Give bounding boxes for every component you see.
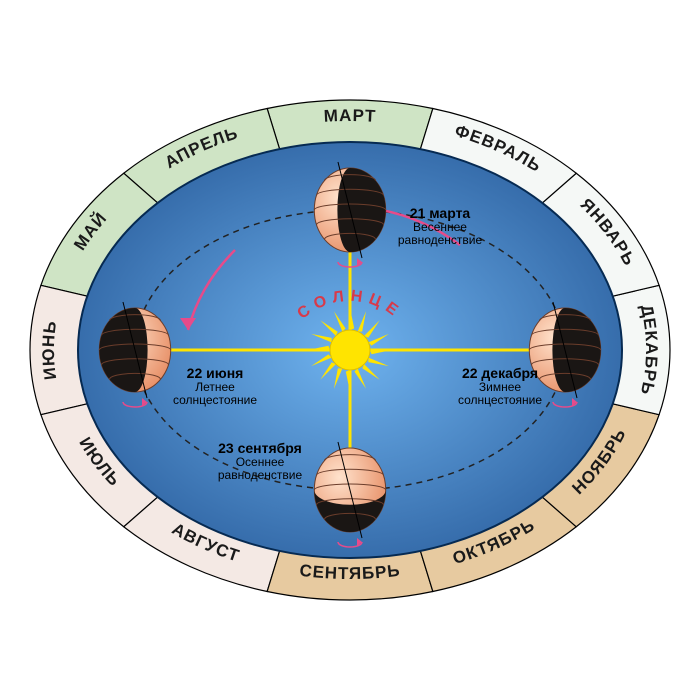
label-spring-equinox: 21 марта Весеннее равноденствие [375,205,505,247]
month-label: ИЮНЬ [39,319,60,381]
label-winter-solstice: 22 декабря Зимнее солнцестояние [435,365,565,407]
month-label: МАРТ [323,106,377,126]
seasons-diagram: СОЛНЦЕ МАРТАПРЕЛЬМАЙИЮНЬИЮЛЬАВГУСТСЕНТЯБ… [0,0,700,700]
month-label: СЕНТЯБРЬ [299,561,402,583]
label-autumn-equinox: 23 сентября Осеннее равноденствие [195,440,325,482]
label-summer-solstice: 22 июня Летнее солнцестояние [150,365,280,407]
diagram-svg: СОЛНЦЕ МАРТАПРЕЛЬМАЙИЮНЬИЮЛЬАВГУСТСЕНТЯБ… [0,0,700,700]
